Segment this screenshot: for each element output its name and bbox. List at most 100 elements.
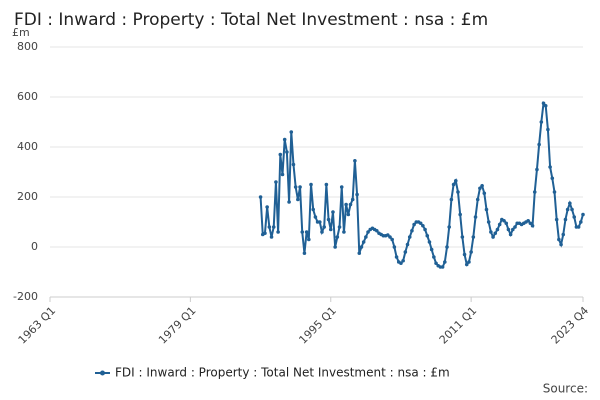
point [304, 230, 309, 234]
point [508, 232, 513, 237]
point [541, 101, 546, 106]
x-tick-label: 1979 Q1 [156, 304, 199, 347]
point [344, 202, 348, 207]
point [399, 261, 403, 266]
point [258, 195, 263, 199]
point [287, 200, 291, 204]
point [429, 247, 434, 252]
point [293, 185, 298, 189]
point [484, 207, 489, 212]
chart-title: FDI : Inward : Property : Total Net Inve… [14, 10, 488, 30]
point [495, 227, 500, 232]
point [282, 137, 287, 142]
point [291, 162, 296, 167]
point [449, 197, 454, 202]
point [302, 251, 307, 256]
point [432, 255, 436, 259]
x-tick-label: 1963 Q1 [16, 304, 59, 347]
point [559, 242, 563, 247]
point [296, 197, 300, 202]
point [364, 235, 368, 239]
point [469, 250, 473, 254]
point [447, 225, 452, 229]
point [552, 190, 557, 194]
point [403, 250, 408, 254]
point [561, 232, 566, 237]
point [565, 207, 570, 212]
point [473, 215, 478, 219]
point [458, 212, 462, 217]
point [359, 245, 364, 249]
y-tick-label: -200 [13, 290, 38, 303]
point [546, 127, 550, 132]
point [394, 255, 399, 259]
point [489, 230, 493, 234]
point [311, 207, 316, 212]
point [289, 130, 294, 134]
point [298, 185, 302, 189]
point [486, 220, 491, 224]
point [348, 202, 353, 207]
y-tick-label: 800 [17, 40, 38, 53]
point [502, 218, 506, 223]
point [328, 227, 333, 232]
point [548, 165, 552, 169]
point [410, 228, 414, 233]
point [506, 227, 511, 232]
point [405, 242, 410, 247]
point [388, 235, 392, 239]
point [530, 223, 535, 228]
point [355, 192, 359, 197]
point [274, 180, 278, 184]
point [576, 225, 581, 229]
point [493, 231, 498, 236]
point [324, 182, 329, 187]
point [460, 235, 465, 239]
point [425, 233, 430, 238]
point [418, 221, 423, 226]
point [445, 245, 449, 249]
y-tick-label: 400 [17, 140, 38, 153]
point [467, 260, 471, 264]
point [320, 230, 324, 234]
point [339, 185, 344, 189]
point [337, 225, 342, 229]
point [443, 260, 447, 264]
point [353, 158, 357, 163]
point [267, 225, 272, 229]
point [427, 240, 432, 244]
point [491, 235, 495, 239]
point [570, 207, 574, 212]
point [543, 103, 548, 108]
point [366, 230, 370, 234]
point [539, 120, 544, 124]
point [513, 225, 517, 229]
point [375, 228, 379, 233]
point [285, 150, 289, 154]
point [563, 217, 568, 222]
point [342, 230, 346, 234]
y-unit: £m [12, 26, 30, 39]
point [526, 218, 530, 223]
point [407, 235, 412, 239]
point [482, 191, 487, 196]
point [265, 205, 269, 209]
point [478, 186, 482, 191]
point [276, 230, 280, 234]
legend-dot [100, 370, 105, 376]
point [326, 217, 331, 222]
point [307, 237, 311, 242]
point [537, 142, 541, 147]
point [390, 237, 394, 242]
point [568, 201, 572, 206]
point [263, 231, 267, 236]
point [434, 261, 438, 266]
y-tick-label: 200 [17, 190, 38, 203]
point [346, 212, 351, 217]
point [475, 197, 480, 202]
x-tick-label: 2011 Q1 [437, 304, 480, 347]
point [333, 245, 337, 249]
point [462, 252, 467, 257]
